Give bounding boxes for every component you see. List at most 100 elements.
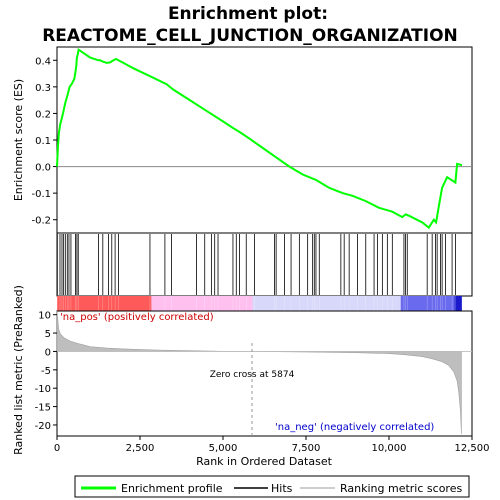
band-segment xyxy=(427,296,432,311)
pos-correlated-label: 'na_pos' (positively correlated) xyxy=(60,312,214,323)
band-segment xyxy=(340,296,344,311)
band-segment xyxy=(83,296,88,311)
band-segment xyxy=(377,296,382,311)
band-segment xyxy=(373,296,378,311)
band-segment xyxy=(144,296,149,311)
band-segment xyxy=(407,296,412,311)
band-segment xyxy=(410,296,415,311)
metric-y-tick-label: 0 xyxy=(45,347,51,358)
band-segment xyxy=(63,296,68,311)
band-segment xyxy=(286,296,291,311)
band-segment xyxy=(178,296,183,311)
band-segment xyxy=(292,296,297,311)
band-segment xyxy=(289,296,294,311)
band-segment xyxy=(158,296,162,311)
band-segment xyxy=(154,296,159,311)
band-segment xyxy=(168,296,173,311)
metric-y-tick-label: -5 xyxy=(41,366,51,377)
es-y-axis: 0.4 0.3 0.2 0.1 0.0 -0.1 -0.2 xyxy=(31,56,57,227)
band-segment xyxy=(329,296,334,311)
band-segment xyxy=(360,296,365,311)
band-segment xyxy=(188,296,193,311)
band-segment xyxy=(198,296,203,311)
neg-correlated-label: 'na_neg' (negatively correlated) xyxy=(275,422,434,433)
band-segment xyxy=(451,296,456,311)
band-segment xyxy=(269,296,274,311)
band-segment xyxy=(397,296,402,311)
band-segment xyxy=(282,296,287,311)
band-segment xyxy=(242,296,247,311)
band-segment xyxy=(296,296,301,311)
band-segment xyxy=(441,296,446,311)
band-segment xyxy=(313,296,317,311)
x-tick-label: 0 xyxy=(54,443,60,454)
band-segment xyxy=(383,296,388,311)
band-segment xyxy=(222,296,226,311)
x-tick-label: 12,500 xyxy=(455,443,490,454)
band-segment xyxy=(77,296,82,311)
band-segment xyxy=(404,296,408,311)
es-y-axis-label: Enrichment score (ES) xyxy=(12,79,25,201)
band-segment xyxy=(107,296,112,311)
es-y-tick-label: -0.2 xyxy=(31,216,51,227)
band-segment xyxy=(104,296,109,311)
enrichment-profile-line xyxy=(56,48,463,230)
band-segment xyxy=(356,296,361,311)
es-y-tick-label: 0.1 xyxy=(35,136,51,147)
band-segment xyxy=(80,296,85,311)
x-axis: 0 2,500 5,000 7,500 10,000 12,500 xyxy=(54,436,490,454)
es-y-tick-label: 0.2 xyxy=(35,109,51,120)
band-segment xyxy=(400,296,405,311)
band-segment xyxy=(265,296,270,311)
band-segment xyxy=(417,296,422,311)
band-segment xyxy=(431,296,435,311)
band-segment xyxy=(164,296,169,311)
es-y-tick-label: 0.4 xyxy=(35,56,51,67)
band-segment xyxy=(350,296,355,311)
band-segment xyxy=(245,296,250,311)
band-segment xyxy=(458,296,462,311)
band-segment xyxy=(208,296,213,311)
band-segment xyxy=(235,296,240,311)
band-segment xyxy=(255,296,260,311)
x-tick-label: 10,000 xyxy=(372,443,407,454)
band-segment xyxy=(262,296,267,311)
band-segment xyxy=(191,296,196,311)
band-segment xyxy=(151,296,156,311)
band-segment xyxy=(232,296,237,311)
band-segment xyxy=(343,296,348,311)
rank-color-band xyxy=(57,296,462,311)
band-segment xyxy=(346,296,351,311)
x-tick-label: 5,000 xyxy=(209,443,238,454)
band-segment xyxy=(70,296,75,311)
band-segment xyxy=(110,296,115,311)
band-segment xyxy=(181,296,186,311)
band-segment xyxy=(161,296,166,311)
band-segment xyxy=(215,296,220,311)
band-segment xyxy=(60,296,65,311)
chart-title-line1: Enrichment plot: xyxy=(168,4,328,24)
metric-y-tick-label: -20 xyxy=(35,421,51,432)
band-segment xyxy=(259,296,264,311)
band-segment xyxy=(218,296,223,311)
band-segment xyxy=(238,296,243,311)
metric-y-tick-label: -15 xyxy=(35,403,51,414)
band-segment xyxy=(424,296,429,311)
chart-title-line2: REACTOME_CELL_JUNCTION_ORGANIZATION xyxy=(42,26,458,46)
metric-y-axis: 10 5 0 -5 -10 -15 -20 xyxy=(35,311,57,432)
band-segment xyxy=(137,296,142,311)
band-segment xyxy=(336,296,341,311)
band-segment xyxy=(117,296,122,311)
band-segment xyxy=(316,296,321,311)
band-segment xyxy=(437,296,442,311)
band-segment xyxy=(249,296,253,311)
band-segment xyxy=(454,296,459,311)
band-segment xyxy=(127,296,132,311)
band-segment xyxy=(299,296,304,311)
band-segment xyxy=(97,296,102,311)
band-segment xyxy=(185,296,189,311)
band-segment xyxy=(387,296,392,311)
band-segment xyxy=(124,296,129,311)
band-segment xyxy=(333,296,338,311)
